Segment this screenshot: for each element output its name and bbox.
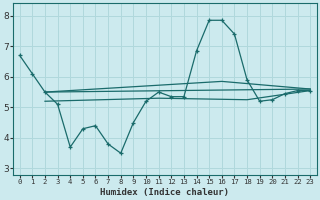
X-axis label: Humidex (Indice chaleur): Humidex (Indice chaleur) <box>100 188 229 197</box>
